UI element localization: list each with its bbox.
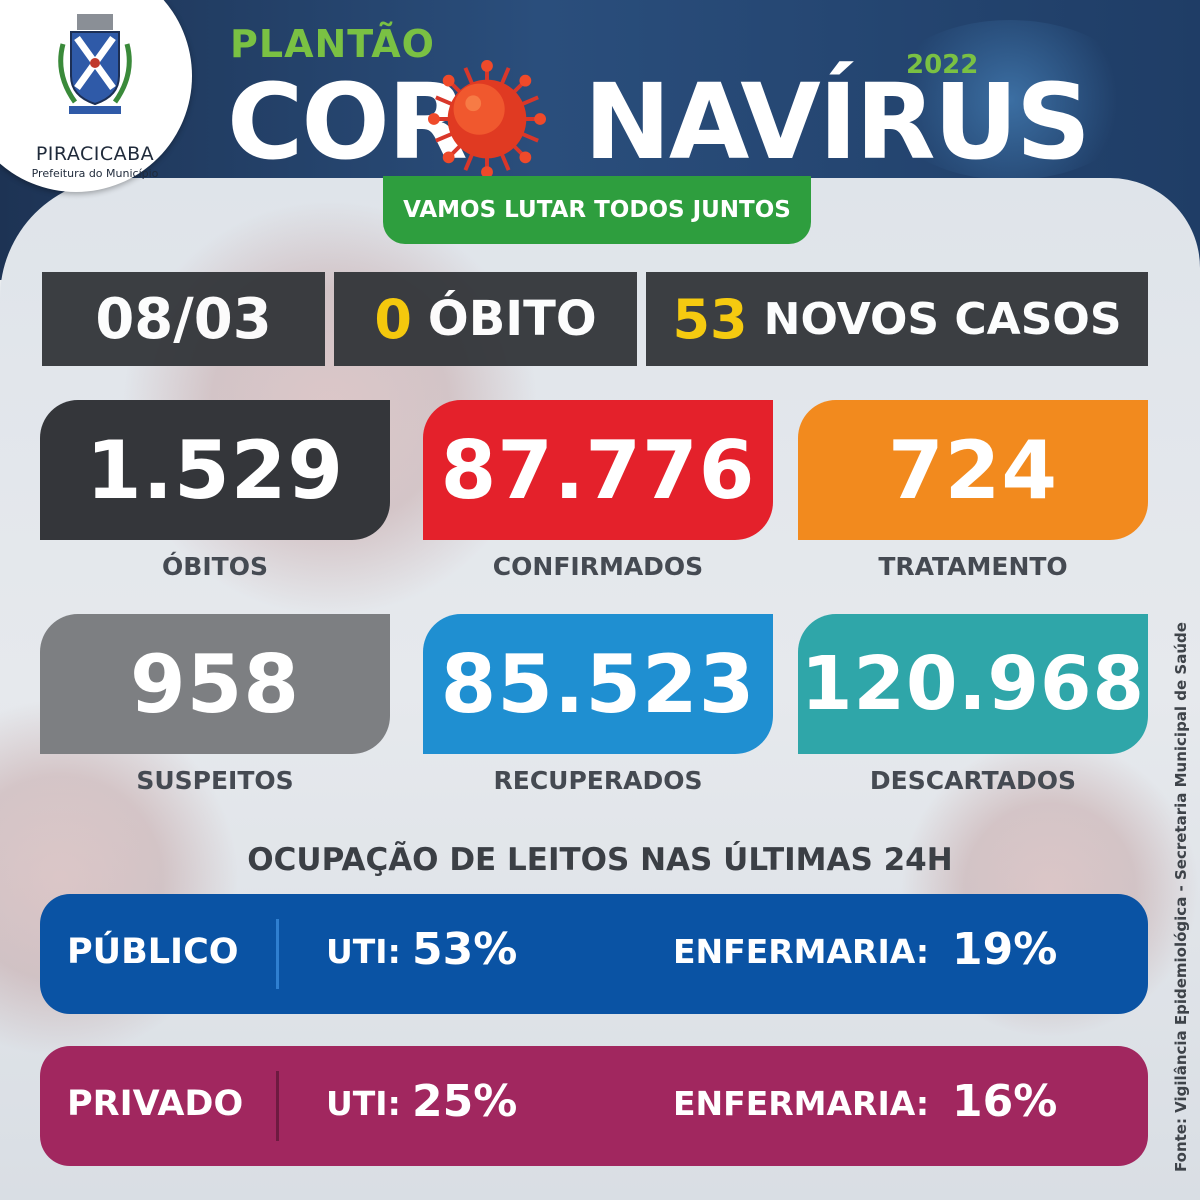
coronavirus-icon [428,60,546,178]
header-year: 2022 [906,50,979,80]
enfermaria-value: 19% [952,924,1058,975]
beds-type-label: PÚBLICO [67,932,239,972]
city-logo: PIRACICABA Prefeitura do Município [0,0,192,192]
title-part-2: NAVÍRUS [583,61,1091,183]
stat-label-descartados: DESCARTADOS [869,766,1077,795]
divider [276,1071,279,1141]
daily-deaths-value: 0 [374,287,412,351]
divider [276,919,279,989]
stat-tile-suspeitos: 958 [40,614,390,754]
enfermaria-value: 16% [952,1076,1058,1127]
daily-deaths-box: 0 ÓBITO [334,272,637,366]
stat-label-recuperados: RECUPERADOS [493,766,703,795]
enfermaria-label: ENFERMARIA: [673,932,930,971]
city-name: PIRACICABA [35,143,155,165]
uti-label: UTI: [326,1084,401,1123]
tagline-banner: VAMOS LUTAR TODOS JUNTOS [383,176,811,244]
stat-label-tratamento: TRATAMENTO [878,552,1068,581]
date-box: 08/03 [42,272,325,366]
source-credit: Fonte: Vigilância Epidemiológica - Secre… [1172,622,1190,1172]
beds-type-label: PRIVADO [67,1084,244,1124]
beds-row-publico: PÚBLICO UTI: 53% ENFERMARIA: 19% [40,894,1148,1014]
header-kicker: PLANTÃO [230,22,435,66]
daily-deaths-label: ÓBITO [427,291,597,347]
uti-value: 53% [412,924,518,975]
report-date: 08/03 [95,286,272,352]
new-cases-value: 53 [672,287,748,351]
new-cases-label: NOVOS CASOS [763,293,1122,345]
city-subtitle: Prefeitura do Município [31,167,159,180]
uti-value: 25% [412,1076,518,1127]
beds-row-privado: PRIVADO UTI: 25% ENFERMARIA: 16% [40,1046,1148,1166]
page-title: COR NAVÍRUS [227,70,1091,174]
stat-label-obitos: ÓBITOS [162,552,268,581]
uti-label: UTI: [326,932,401,971]
stat-tile-tratamento: 724 [798,400,1148,540]
stat-tile-recuperados: 85.523 [423,614,773,754]
beds-section-title: OCUPAÇÃO DE LEITOS NAS ÚLTIMAS 24H [247,842,953,878]
stat-tile-obitos: 1.529 [40,400,390,540]
coat-of-arms-icon [58,14,132,114]
stat-label-suspeitos: SUSPEITOS [136,766,294,795]
stat-label-confirmados: CONFIRMADOS [492,552,704,581]
new-cases-box: 53 NOVOS CASOS [646,272,1148,366]
stat-tile-descartados: 120.968 [798,614,1148,754]
stat-tile-confirmados: 87.776 [423,400,773,540]
title-part-1: COR [227,61,468,183]
enfermaria-label: ENFERMARIA: [673,1084,930,1123]
